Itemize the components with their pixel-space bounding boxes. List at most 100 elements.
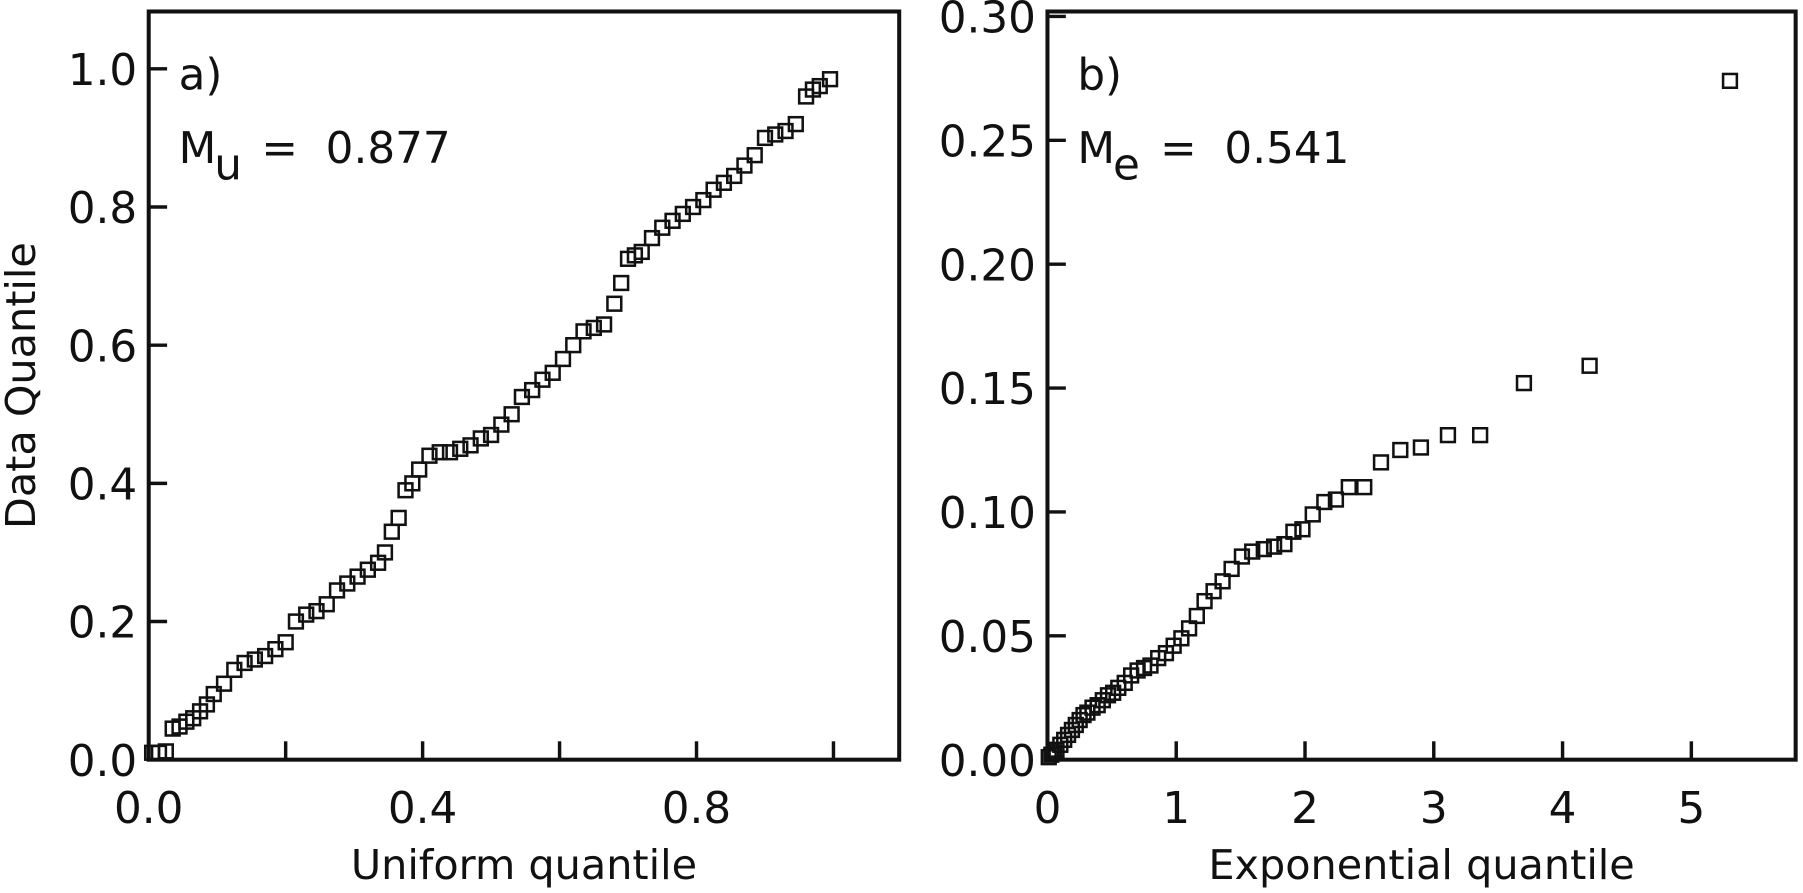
data-point — [1412, 439, 1430, 456]
x-tick-label: 4 — [1549, 783, 1577, 834]
data-point — [298, 606, 315, 623]
y-tick-label: 0.20 — [939, 240, 1036, 291]
data-point — [1515, 374, 1533, 392]
data-point — [1340, 479, 1357, 496]
data-point — [1196, 592, 1213, 610]
data-point — [1392, 441, 1409, 459]
y-tick-label: 0.0 — [68, 736, 137, 787]
data-point — [205, 685, 222, 703]
data-point — [1043, 746, 1060, 763]
y-tick-label: 0.4 — [68, 459, 137, 510]
data-point — [376, 544, 394, 561]
data-point — [452, 440, 469, 457]
data-point — [1327, 491, 1345, 508]
data-point — [1372, 454, 1390, 471]
data-point — [1581, 357, 1598, 374]
data-point — [695, 191, 712, 209]
stat-text: = 0.541 — [1160, 123, 1349, 174]
data-point — [1265, 538, 1283, 555]
x-tick-label: 1 — [1162, 783, 1190, 834]
y-tick-label: 1.0 — [68, 45, 137, 96]
data-point — [421, 447, 438, 464]
data-point — [1721, 72, 1739, 90]
data-point — [503, 406, 520, 423]
data-point — [1294, 521, 1311, 538]
data-point — [595, 316, 613, 333]
data-point — [565, 337, 582, 354]
data-point — [821, 71, 839, 88]
data-point — [215, 675, 233, 692]
y-tick-label: 0.25 — [939, 116, 1036, 167]
data-point — [157, 743, 174, 760]
data-point — [1104, 684, 1122, 701]
data-point — [575, 323, 592, 340]
x-tick-label: 5 — [1677, 783, 1705, 834]
data-point — [411, 461, 428, 478]
panel-label: a) — [179, 50, 223, 101]
x-tick-label: 2 — [1291, 783, 1319, 834]
y-tick-label: 0.10 — [939, 488, 1036, 539]
data-point — [524, 381, 541, 399]
stat-text: = 0.877 — [261, 123, 450, 174]
data-point — [1214, 573, 1231, 590]
data-point — [1244, 543, 1261, 560]
x-tick-label: 0.4 — [388, 783, 457, 834]
data-point — [1223, 560, 1240, 578]
stat-symbol: M — [1077, 123, 1115, 174]
data-point — [236, 654, 253, 672]
data-point — [1276, 535, 1293, 553]
data-point — [277, 634, 294, 651]
data-point — [1205, 583, 1222, 600]
data-point — [606, 295, 623, 312]
data-point — [1255, 540, 1272, 558]
y-tick-label: 0.15 — [939, 364, 1036, 415]
data-point — [787, 115, 804, 133]
x-axis-label: Uniform quantile — [351, 841, 697, 889]
x-axis-label: Exponential quantile — [1208, 841, 1634, 889]
data-point — [554, 350, 572, 368]
data-point — [1285, 523, 1302, 540]
data-point — [746, 147, 763, 164]
x-tick-label: 3 — [1420, 783, 1448, 834]
plot-frame — [146, 9, 902, 762]
stat-subscript: u — [214, 139, 242, 190]
data-point — [441, 444, 459, 461]
stat-subscript: e — [1113, 139, 1140, 190]
panel: 0 1 2 3 4 5 0.00 0.05 0.10 0.15 0.20 0.25 0.30 Expone… — [939, 0, 1798, 889]
data-point — [613, 274, 630, 292]
y-tick-label: 0.6 — [68, 321, 137, 372]
panel-label: b) — [1077, 50, 1122, 101]
data-point — [726, 167, 743, 185]
data-point — [482, 426, 500, 444]
data-point — [431, 444, 448, 461]
data-point — [767, 126, 784, 143]
y-tick-label: 0.05 — [939, 612, 1036, 663]
data-point — [472, 430, 489, 447]
y-tick-label: 0.30 — [939, 0, 1036, 44]
data-point — [585, 319, 602, 337]
data-point — [544, 364, 561, 381]
y-axis-label: Data Quantile — [0, 242, 45, 529]
data-point — [1439, 426, 1457, 444]
data-point — [383, 523, 400, 540]
data-point — [633, 243, 650, 261]
y-tick-label: 0.8 — [68, 183, 137, 234]
x-tick-label: 0 — [1034, 783, 1062, 834]
plot-frame — [1045, 9, 1798, 762]
data-point — [1233, 548, 1251, 565]
y-tick-label: 0.00 — [939, 736, 1036, 787]
data-point — [1316, 493, 1333, 511]
data-point — [736, 157, 753, 174]
data-point — [1089, 697, 1106, 714]
data-point — [1356, 479, 1373, 496]
stat-symbol: M — [179, 123, 217, 174]
data-point — [390, 509, 407, 527]
data-point — [493, 416, 510, 433]
data-point — [643, 229, 661, 247]
data-point — [318, 596, 335, 613]
data-point — [246, 651, 264, 668]
panel: 0.0 0.4 0.8 0.0 0.2 0.4 0.6 0.8 1.0 Uniform quant… — [0, 9, 902, 889]
y-tick-label: 0.2 — [68, 598, 137, 649]
x-tick-label: 0.0 — [114, 783, 183, 834]
